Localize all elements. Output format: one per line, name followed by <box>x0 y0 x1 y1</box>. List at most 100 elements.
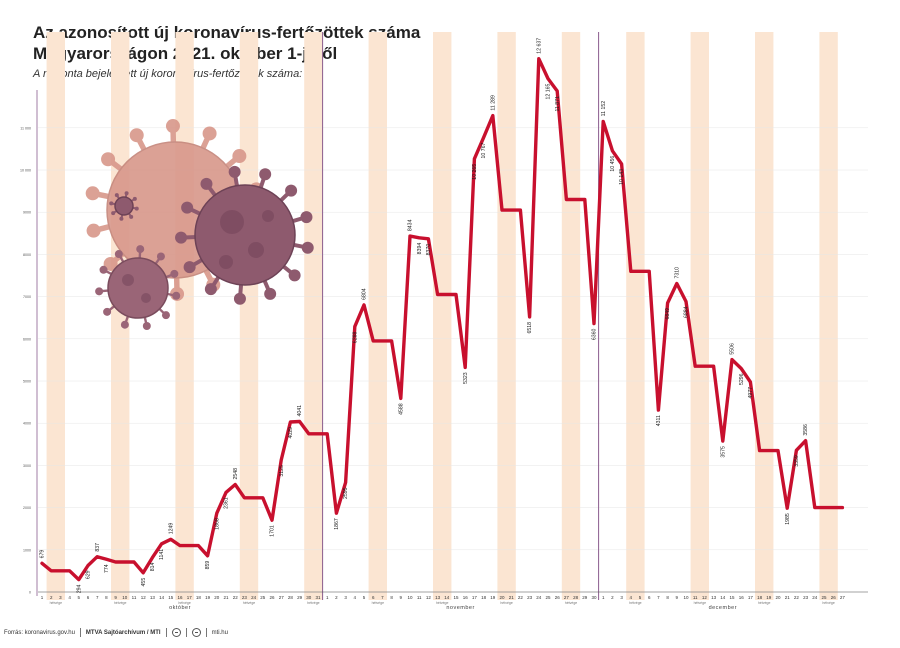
data-label: 814 <box>150 563 156 572</box>
data-label: 1141 <box>159 549 165 560</box>
data-label: 5296 <box>739 373 745 385</box>
day-tick-label: 12 <box>426 595 432 600</box>
virus-spike-tip <box>125 191 129 195</box>
y-tick-label: 0 <box>29 591 31 595</box>
data-point <box>262 497 264 499</box>
weekend-band <box>626 32 644 600</box>
day-tick-label: 12 <box>702 595 708 600</box>
virus-crater <box>248 242 264 258</box>
data-label: 8370 <box>426 244 432 256</box>
data-point <box>750 381 752 383</box>
data-point <box>740 368 742 370</box>
virus-spike-tip <box>205 283 217 295</box>
day-tick-label: 15 <box>168 595 174 600</box>
day-tick-label: 21 <box>785 595 791 600</box>
data-point <box>409 235 411 237</box>
data-point <box>225 492 227 494</box>
weekend-band <box>497 32 515 600</box>
data-point <box>198 545 200 547</box>
day-tick-label: 25 <box>260 595 266 600</box>
day-tick-label: 10 <box>407 595 413 600</box>
data-point <box>244 497 246 499</box>
data-point <box>538 58 540 60</box>
data-point <box>87 565 89 567</box>
weekend-label: hétvége <box>114 601 127 605</box>
weekend-band <box>47 32 65 600</box>
data-label: 2361 <box>224 497 230 509</box>
weekend-band <box>755 32 773 600</box>
data-point <box>234 484 236 486</box>
data-label: 6288 <box>352 332 358 344</box>
site-link[interactable]: mti.hu <box>212 630 228 636</box>
day-tick-label: 6 <box>648 595 651 600</box>
day-tick-label: 16 <box>739 595 745 600</box>
day-tick-label: 15 <box>453 595 459 600</box>
data-label: 3575 <box>720 446 726 458</box>
day-tick-label: 13 <box>435 595 441 600</box>
data-point <box>630 270 632 272</box>
data-point <box>96 556 98 558</box>
data-label: 3586 <box>803 424 809 436</box>
data-label: 2548 <box>233 468 239 480</box>
virus-spike-tip <box>285 185 297 197</box>
data-point <box>676 283 678 285</box>
data-point <box>115 561 117 563</box>
virus-body <box>108 258 168 318</box>
data-label: 629 <box>86 570 92 579</box>
day-tick-label: 28 <box>573 595 579 600</box>
data-label: 1249 <box>168 523 174 535</box>
virus-spike-tip <box>184 261 196 273</box>
weekend-band <box>240 32 258 600</box>
data-point <box>363 304 365 306</box>
weekend-band <box>369 32 387 600</box>
data-point <box>483 137 485 139</box>
data-label: 11 871 <box>555 96 561 112</box>
virus-spike-tip <box>133 197 137 201</box>
day-tick-label: 20 <box>775 595 781 600</box>
data-point <box>501 209 503 211</box>
virus-spike-tip <box>302 242 314 254</box>
day-tick-label: 16 <box>463 595 469 600</box>
weekend-label: hétvége <box>822 601 835 605</box>
data-point <box>510 209 512 211</box>
month-separators <box>323 32 599 600</box>
data-point <box>133 561 135 563</box>
data-label: 1985 <box>785 513 791 525</box>
data-label: 837 <box>95 543 101 552</box>
weekend-label: hétvége <box>694 601 707 605</box>
day-tick-label: 18 <box>481 595 487 600</box>
virus-spike-tip <box>203 126 217 140</box>
data-point <box>400 398 402 400</box>
y-tick-label: 9000 <box>23 211 31 215</box>
day-tick-label: 5 <box>363 595 366 600</box>
data-label: 6518 <box>527 322 533 334</box>
data-point <box>529 316 531 318</box>
data-point <box>796 449 798 451</box>
y-tick-label: 1000 <box>23 548 31 552</box>
y-tick-label: 4000 <box>23 422 31 426</box>
data-point <box>271 519 273 521</box>
data-point <box>308 433 310 435</box>
footer-divider <box>80 628 81 637</box>
day-tick-label: 25 <box>545 595 551 600</box>
data-label: 10 456 <box>610 156 616 172</box>
data-point <box>621 163 623 165</box>
data-point <box>170 538 172 540</box>
data-label: 2595 <box>343 487 349 499</box>
data-point <box>842 507 844 509</box>
y-tick-label: 5000 <box>23 380 31 384</box>
data-point <box>593 323 595 325</box>
day-tick-label: 23 <box>803 595 809 600</box>
day-tick-label: 11 <box>693 595 698 600</box>
weekend-band <box>433 32 451 600</box>
day-tick-label: 3 <box>620 595 623 600</box>
y-tick-label: 8000 <box>23 253 31 257</box>
data-point <box>336 512 338 514</box>
virus-spike-tip <box>157 252 165 260</box>
day-tick-label: 8 <box>666 595 669 600</box>
data-point <box>446 294 448 296</box>
data-point <box>823 507 825 509</box>
data-point <box>455 294 457 296</box>
data-point <box>612 150 614 152</box>
day-tick-label: 24 <box>812 595 818 600</box>
